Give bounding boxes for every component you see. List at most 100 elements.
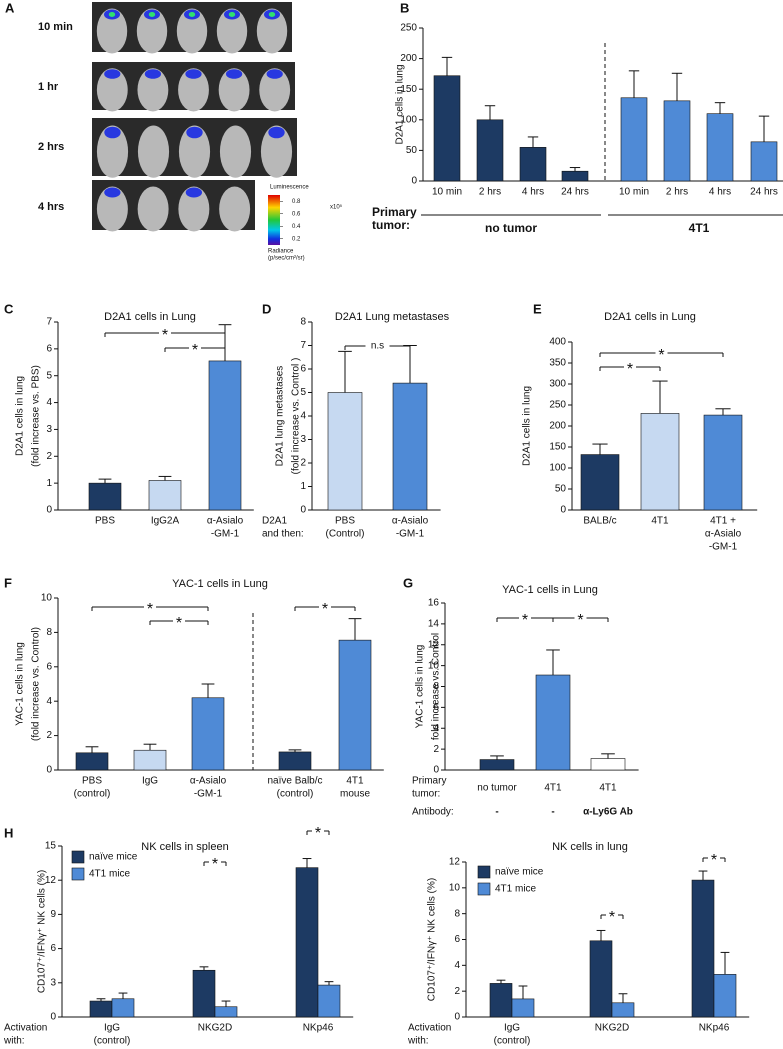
bar [706, 113, 734, 182]
x-tick-label: -GM-1 [194, 789, 223, 800]
colorbar [268, 195, 280, 245]
bar [713, 974, 737, 1018]
bar [214, 1006, 238, 1018]
mouse [176, 8, 208, 54]
bar [75, 752, 109, 771]
time-label: 4 hrs [38, 201, 64, 213]
y-tick-label: 8 [300, 317, 306, 328]
y-tick-label: 6 [300, 364, 306, 375]
signal [108, 12, 116, 17]
y-tick-label: 6 [454, 934, 460, 945]
y-tick-label: 3 [50, 977, 56, 988]
mouse [260, 125, 293, 178]
mouse [96, 125, 129, 178]
row-title: with: [407, 1036, 429, 1047]
x-tick-label: 4 hrs [709, 187, 731, 198]
significance-label: * [212, 856, 218, 873]
panel-letter: H [4, 825, 13, 840]
bar [327, 392, 363, 511]
mouse [259, 68, 291, 112]
colorbar-unit: x10⁵ [330, 204, 343, 211]
mouse [137, 125, 170, 178]
legend-swatch [71, 867, 85, 881]
panel-letter: B [400, 0, 409, 15]
row-label: - [495, 807, 498, 818]
significance-label: * [192, 342, 198, 359]
y-tick-label: 7 [46, 317, 52, 328]
chart-title: NK cells in lung [552, 841, 628, 853]
mouse [137, 68, 169, 112]
significance-label: * [162, 327, 168, 344]
signal [104, 126, 121, 139]
panel-letter: G [403, 575, 413, 590]
x-tick-label: 24 hrs [750, 187, 778, 198]
significance-label: * [658, 347, 664, 364]
x-tick-label: NKG2D [595, 1023, 629, 1034]
y-axis-label: (fold increase vs. PBS) [31, 365, 42, 467]
bar [703, 414, 743, 511]
x-tick-label: mouse [340, 789, 370, 800]
y-tick-label: 250 [549, 400, 566, 411]
y-tick-label: 3 [46, 424, 52, 435]
x-tick-label: BALB/c [583, 516, 616, 527]
y-axis-label: fold increase vs. Control [431, 633, 442, 740]
colorbar-tick-label: 0.4 [292, 224, 301, 230]
mouse [219, 186, 251, 232]
significance-label: * [315, 825, 321, 842]
bar [691, 879, 715, 1018]
y-tick-label: 100 [549, 463, 566, 474]
group-label: 4T1 [689, 221, 710, 235]
y-axis-label: D2A1 cells in lung [395, 64, 406, 144]
colorbar-tick-label: 0.2 [292, 236, 301, 242]
bar [620, 97, 648, 182]
bar [489, 983, 513, 1018]
row-title: with: [3, 1036, 25, 1047]
bar [580, 454, 620, 511]
y-axis-label: (fold increase vs. Control ) [291, 358, 302, 475]
y-tick-label: 5 [300, 387, 306, 398]
mouse [96, 68, 128, 112]
signal [228, 12, 236, 17]
significance-label: * [522, 612, 528, 629]
mouse [178, 125, 211, 178]
mouse [137, 186, 169, 232]
x-tick-label: -GM-1 [396, 529, 425, 540]
row-title: D2A1 [262, 516, 287, 527]
mouse [96, 186, 128, 232]
bar [295, 867, 319, 1018]
y-tick-label: 50 [406, 145, 418, 156]
y-axis-label: D2A1 cells in lung [15, 376, 26, 456]
bar [476, 119, 504, 182]
y-tick-label: 8 [433, 681, 439, 692]
y-tick-label: 4 [454, 960, 460, 971]
row-title: Primary [412, 776, 446, 787]
colorbar-title: Luminescence [270, 185, 309, 191]
x-tick-label: IgG2A [151, 516, 180, 527]
x-tick-label: (control) [277, 789, 314, 800]
x-tick-label: 10 min [619, 187, 649, 198]
time-label: 1 hr [38, 81, 59, 93]
bar [338, 639, 372, 771]
bar [89, 1000, 113, 1018]
y-axis-label: CD107⁺/IFNγ⁺ NK cells (%) [427, 878, 438, 1001]
bar [590, 758, 626, 771]
legend-label: naïve mice [495, 867, 544, 878]
chart-title: D2A1 cells in Lung [104, 311, 196, 323]
signal [144, 69, 162, 79]
x-tick-label: 4 hrs [522, 187, 544, 198]
y-tick-label: 0 [560, 505, 566, 516]
y-tick-label: 100 [400, 114, 417, 125]
bar [278, 751, 312, 771]
chart-title: YAC-1 cells in Lung [172, 578, 268, 590]
y-tick-label: 4 [300, 411, 306, 422]
y-tick-label: 2 [454, 986, 460, 997]
y-tick-label: 6 [50, 943, 56, 954]
row-title: Activation [4, 1023, 47, 1034]
y-tick-label: 50 [555, 484, 567, 495]
significance-label: * [711, 852, 717, 869]
y-tick-label: 7 [300, 340, 306, 351]
bar [88, 482, 122, 511]
x-tick-label: 24 hrs [561, 187, 589, 198]
chart-title: D2A1 Lung metastases [335, 311, 450, 323]
